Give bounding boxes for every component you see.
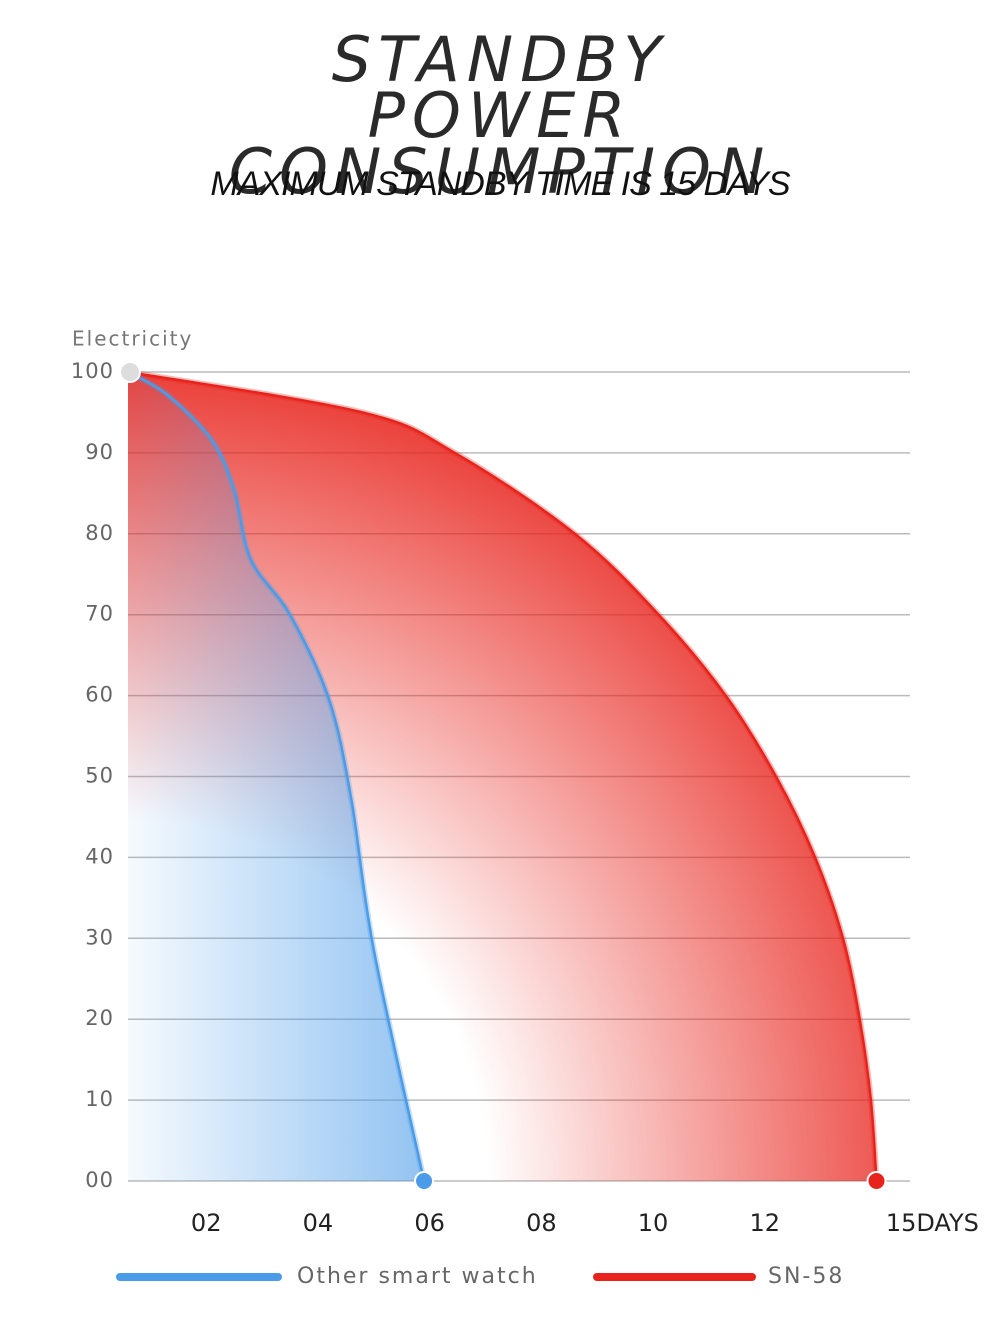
y-tick-label: 40 [85,844,114,868]
x-tick-label: 06 [414,1209,445,1237]
line [127,370,878,1182]
legend-label: SN-58 [768,1264,844,1289]
x-tick-label: 04 [303,1209,334,1237]
y-tick-label: 90 [85,440,114,464]
y-tick-label: 00 [85,1168,114,1192]
y-tick-label: 10 [85,1087,114,1111]
x-tick-label: 10 [638,1209,669,1237]
y-tick-label: 20 [85,1006,114,1030]
chart-subtitle: MAXIMUM STANDBY TIME IS 15 DAYS [210,165,790,203]
x-tick-label: 15DAYS [886,1209,979,1237]
y-tick-label: 30 [85,925,114,949]
x-tick-label: 12 [749,1209,780,1237]
x-tick-label: 02 [191,1209,222,1237]
legend-label: Other smart watch [297,1264,538,1289]
y-tick-label: 70 [85,602,114,626]
x-tick-label: 08 [526,1209,557,1237]
y-axis-label: Electricity [72,327,193,351]
area-fill [128,372,425,1181]
end-point [866,1171,887,1191]
line [127,370,426,1182]
start-point [119,361,141,383]
y-tick-label: 80 [85,521,114,545]
end-point [414,1171,435,1191]
y-tick-label: 60 [85,683,114,707]
y-tick-label: 100 [71,359,114,383]
chart-title: STANDBY POWER CONSUMPTION [228,23,772,208]
y-tick-label: 50 [85,764,114,788]
